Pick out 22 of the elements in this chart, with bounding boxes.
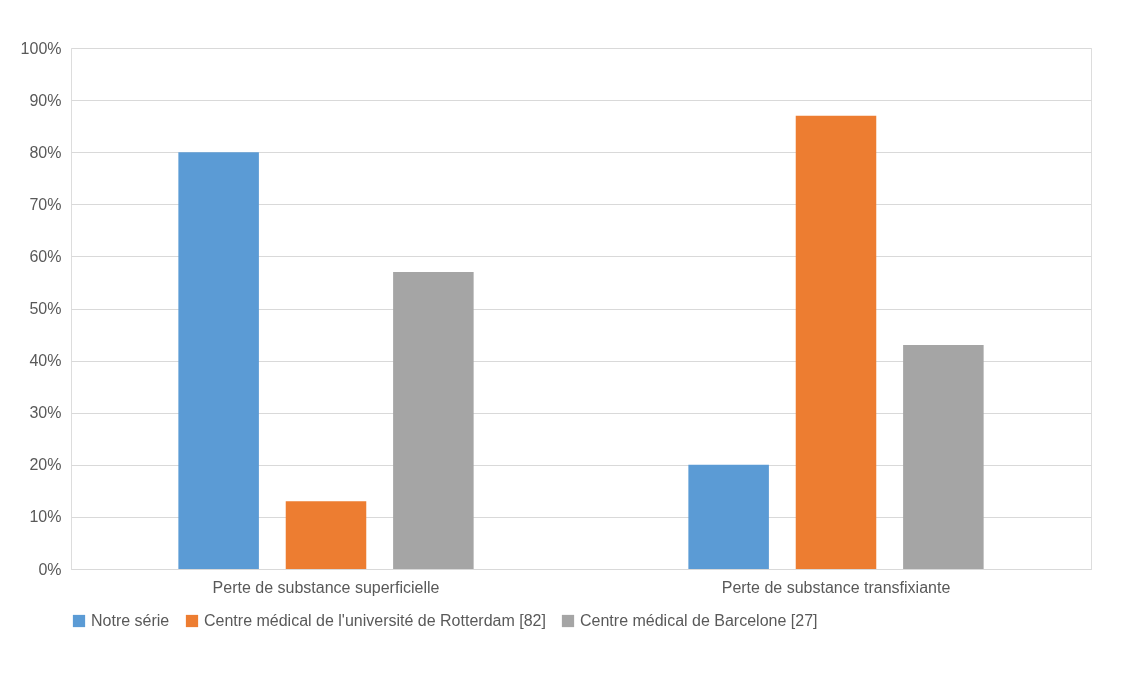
y-tick-label: 50%	[29, 300, 62, 317]
bar	[688, 464, 769, 569]
y-tick-label: 10%	[29, 508, 62, 526]
y-tick-label: 100%	[20, 39, 62, 57]
bar	[903, 344, 984, 569]
y-tick-label: 70%	[29, 195, 62, 213]
y-tick-label: 30%	[29, 404, 62, 422]
legend-label: Centre médical de l'université de Rotterdam [82]	[204, 612, 546, 629]
y-tick-label: 80%	[29, 143, 62, 161]
x-tick-label: Perte de substance superficielle	[212, 578, 440, 596]
y-tick-label: 60%	[29, 247, 62, 265]
bar	[393, 272, 474, 569]
bar	[795, 115, 877, 569]
legend-label: Centre médical de Barcelone [27]	[580, 612, 818, 629]
bar	[285, 501, 367, 569]
y-tick-label: 90%	[29, 91, 62, 109]
y-tick-label: 0%	[38, 560, 62, 578]
y-tick-label: 20%	[29, 456, 62, 474]
bar	[178, 152, 259, 569]
legend-label: Notre série	[91, 612, 170, 629]
x-tick-label: Perte de substance transfixiante	[721, 578, 951, 596]
y-tick-label: 40%	[29, 352, 62, 370]
